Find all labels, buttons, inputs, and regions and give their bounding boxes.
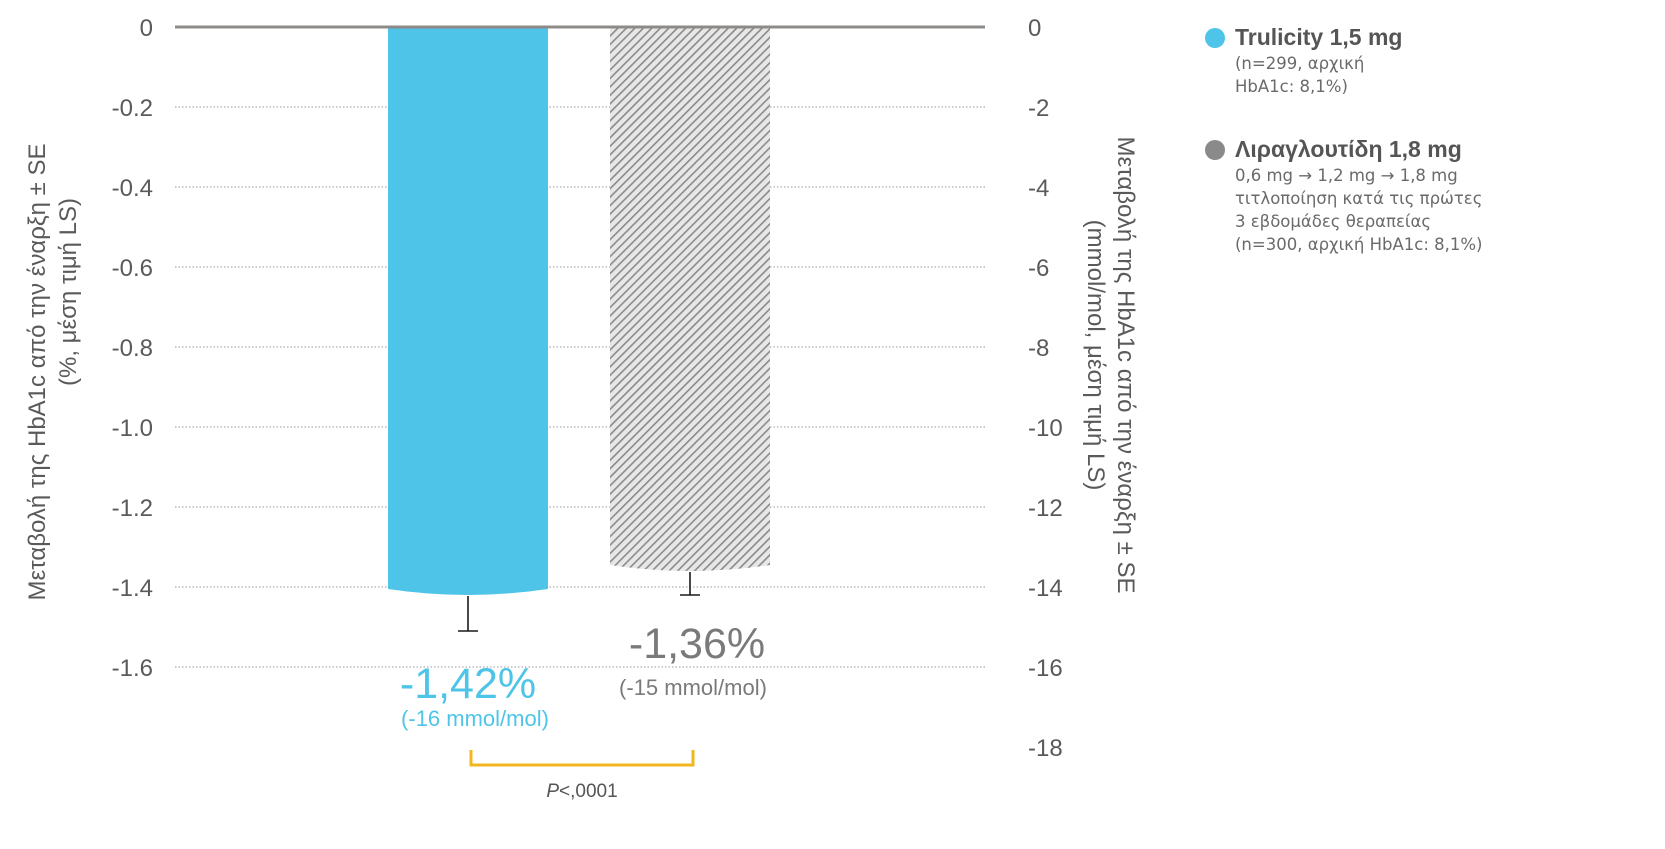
value-sublabel-trulicity: (-16 mmol/mol) — [401, 706, 549, 731]
y-tick-label: -0.4 — [112, 175, 153, 202]
y2-tick-label: -10 — [1028, 415, 1063, 442]
significance-bracket — [469, 750, 695, 767]
legend-detail: HbA1c: 8,1%) — [1235, 77, 1348, 96]
y2-axis-subtitle: (mmol/mol, μέση τιμή LS) — [1082, 220, 1109, 491]
y-tick-label: -0.8 — [112, 335, 153, 362]
legend-item-liraglutide: Λιραγλουτίδη 1,8 mg 0,6 mg → 1,2 mg → 1,… — [1205, 134, 1645, 256]
legend-title-trulicity: Trulicity 1,5 mg — [1235, 24, 1403, 50]
y-tick-label: -1.6 — [112, 655, 153, 682]
value-label-liraglutide: -1,36% — [629, 620, 765, 668]
y-tick-label: 0 — [140, 15, 153, 42]
legend-item-trulicity: Trulicity 1,5 mg (n=299, αρχική HbA1c: 8… — [1205, 22, 1645, 98]
legend-swatch-liraglutide — [1205, 140, 1225, 160]
y-tick-label: -0.2 — [112, 95, 153, 122]
legend-detail: 3 εβδομάδες θεραπείας — [1235, 212, 1432, 231]
y-tick-label: -1.0 — [112, 415, 153, 442]
y2-tick-label: -2 — [1028, 95, 1049, 122]
legend-swatch-trulicity — [1205, 28, 1225, 48]
y-axis-subtitle: (%, μέση τιμή LS) — [55, 198, 82, 386]
bar-trulicity — [388, 27, 548, 595]
value-label-trulicity: -1,42% — [400, 660, 536, 708]
legend-detail: (n=299, αρχική — [1235, 54, 1365, 73]
value-sublabel-liraglutide: (-15 mmol/mol) — [619, 675, 767, 700]
y-axis-title: Μεταβολή της HbA1c από την έναρξη ± SE — [24, 144, 51, 601]
y2-axis-title: Μεταβολή της HbA1c από την έναρξη ± SE — [1112, 137, 1139, 594]
legend-detail: τιτλοποίηση κατά τις πρώτες — [1235, 189, 1483, 208]
legend-detail: 0,6 mg → 1,2 mg → 1,8 mg — [1235, 166, 1458, 185]
y2-tick-label: -14 — [1028, 575, 1063, 602]
y-tick-label: -1.4 — [112, 575, 153, 602]
p-value-symbol: P — [546, 781, 559, 802]
y2-tick-label: -16 — [1028, 655, 1063, 682]
p-value-text: <,0001 — [559, 781, 618, 802]
legend-detail: (n=300, αρχική HbA1c: 8,1%) — [1235, 235, 1483, 254]
y-tick-label: -0.6 — [112, 255, 153, 282]
y2-tick-label: -8 — [1028, 335, 1049, 362]
y-tick-label: -1.2 — [112, 495, 153, 522]
bar-liraglutide — [610, 27, 770, 571]
y2-tick-label: -12 — [1028, 495, 1063, 522]
y2-tick-label: -6 — [1028, 255, 1049, 282]
y2-tick-label: -18 — [1028, 735, 1063, 762]
legend-title-liraglutide: Λιραγλουτίδη 1,8 mg — [1235, 136, 1462, 162]
p-value-label: P<,0001 — [546, 781, 617, 802]
y2-tick-label: -4 — [1028, 175, 1049, 202]
y2-tick-label: 0 — [1028, 15, 1041, 42]
chart-legend: Trulicity 1,5 mg (n=299, αρχική HbA1c: 8… — [1205, 22, 1645, 292]
